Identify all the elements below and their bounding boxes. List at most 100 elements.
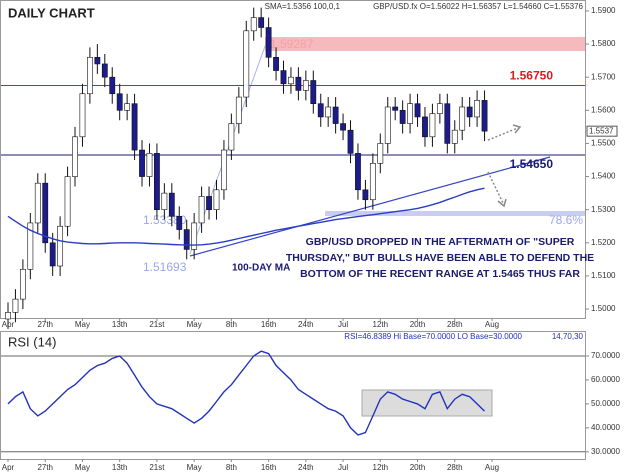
candle-body [377,143,384,164]
y-tick-label: 1.5200 [591,238,616,247]
annotation: 78.6% [549,213,583,227]
x-tick-label: 8th [226,320,237,329]
candle-body [362,189,369,201]
candle-body [459,106,466,131]
level-label: 1.56750 [510,69,554,83]
y-tick-label: 60.0000 [591,375,620,384]
candle-body [42,182,49,244]
range-box [361,389,493,417]
x-tick-label: Aug [485,463,499,472]
candle-body [429,113,436,138]
candle-body [340,123,346,131]
x-tick-label: 27th [37,463,53,472]
rsi-pane [0,331,586,460]
candle-body [288,76,294,85]
line-series [7,187,485,246]
annotation: 1.51693 [143,260,187,274]
candle-body [19,269,26,300]
x-tick-label: 27th [37,320,53,329]
candle-body [466,106,473,118]
candle-body [384,106,391,144]
rsi-title: RSI (14) [8,334,56,349]
candle-body [109,76,116,95]
commentary: GBP/USD DROPPED IN THE AFTERMATH OF "SUP… [306,236,575,248]
candle-body [258,17,265,28]
candle-body [57,225,64,267]
y-tick-label: 1.5000 [591,304,616,313]
x-tick-label: 28th [447,463,463,472]
candle-body [176,216,183,230]
x-tick-label: 8th [226,463,237,472]
candle-body [407,103,413,124]
candle-body [317,103,324,118]
x-tick-label: 28th [447,320,463,329]
candle-body [12,298,19,313]
candle-body [250,17,257,32]
candle-body [101,63,108,78]
candle-body [280,70,287,85]
x-tick-label: 20th [410,320,426,329]
candle-body [355,153,361,191]
y-tick-label: 1.5600 [591,105,616,114]
candle-body [347,129,354,154]
x-tick-label: 24th [298,463,314,472]
y-tick-label: 1.5700 [591,72,616,81]
x-tick-label: 24th [298,320,314,329]
candle-body [265,27,272,58]
y-tick-label: 1.5900 [591,6,616,15]
candle-body [474,100,480,118]
arrow-down [487,171,504,204]
y-tick-label: 1.5100 [591,271,616,280]
info: 14,70,30 [552,332,584,341]
candle-body [310,80,317,104]
x-tick-label: 12th [373,320,389,329]
arrow-head [512,124,522,134]
candle-body [161,192,168,210]
arrow-up [487,127,519,141]
candle-body [87,57,93,95]
x-tick-label: May [75,320,90,329]
y-tick-label: 1.5400 [591,172,616,181]
x-tick-label: 21st [149,463,165,472]
ma-label: 100-DAY MA [232,263,290,274]
candle-body [94,57,101,65]
candle-body [228,123,235,151]
candle-body [399,110,406,124]
candle-body [295,76,302,91]
y-tick-label: 70.0000 [591,351,620,360]
x-tick-label: 13th [112,463,128,472]
candle-body [124,103,131,111]
x-tick-label: Jul [338,463,348,472]
trend-line [189,156,551,257]
candle-body [451,129,458,144]
candle-body [213,189,220,210]
candle-body [146,153,153,177]
candle-body [414,103,421,118]
candle-body [64,176,71,227]
candle-body [206,196,212,210]
commentary: BOTTOM OF THE RECENT RANGE AT 1.5465 THU… [300,268,580,280]
annotation: 1.53380 [143,213,187,227]
last-price-box [586,125,618,137]
candle-body [332,106,339,124]
x-tick-label: Aug [485,320,499,329]
y-tick-label: 40.0000 [591,423,620,432]
candle-body [79,93,86,138]
x-tick-label: Apr [2,463,15,472]
candle-body [72,136,78,177]
fib-band [325,211,585,216]
x-tick-label: May [187,320,202,329]
line-series [7,350,485,436]
candle-body [154,153,160,210]
x-tick-label: 12th [373,463,389,472]
x-tick-label: 13th [112,320,128,329]
candle-body [302,80,309,91]
arrows [487,124,522,208]
x-tick-label: May [75,463,90,472]
candle-body [168,192,175,217]
y-tick-label: 1.5500 [591,139,616,148]
info: GBP/USD.fx O=1.56022 H=1.56357 L=1.54660… [373,2,583,11]
candle-body [444,103,451,144]
x-tick-label: 21st [149,320,165,329]
